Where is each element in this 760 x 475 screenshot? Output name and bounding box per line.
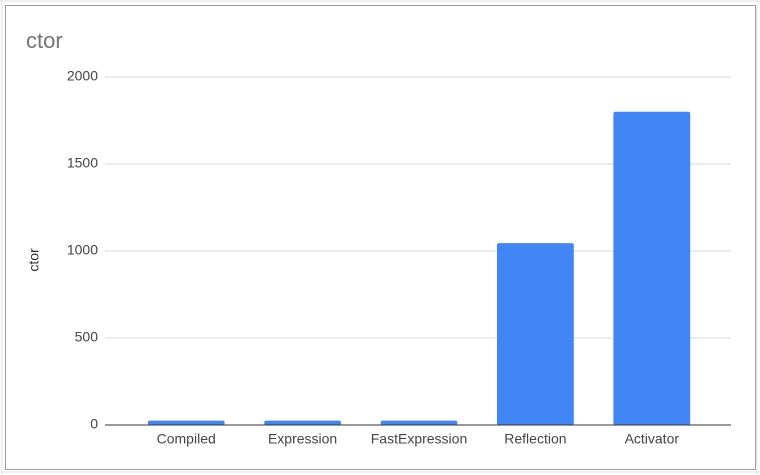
x-tick-label: Activator xyxy=(625,431,680,447)
y-tick-label: 2000 xyxy=(67,68,98,84)
bar xyxy=(380,420,458,425)
bar xyxy=(147,420,225,425)
bar xyxy=(613,111,691,426)
y-tick-label: 0 xyxy=(90,416,98,432)
y-tick-label: 1500 xyxy=(67,155,98,171)
bar xyxy=(496,243,574,425)
y-tick-label: 1000 xyxy=(67,242,98,258)
x-tick-label: FastExpression xyxy=(371,431,467,447)
chart-title: ctor xyxy=(26,28,63,53)
x-tick-label: Expression xyxy=(268,431,337,447)
x-tick-label: Reflection xyxy=(504,431,566,447)
bar xyxy=(264,420,342,425)
y-axis-label: ctor xyxy=(26,248,42,272)
y-tick-label: 500 xyxy=(75,329,99,345)
x-tick-label: Compiled xyxy=(157,431,216,447)
